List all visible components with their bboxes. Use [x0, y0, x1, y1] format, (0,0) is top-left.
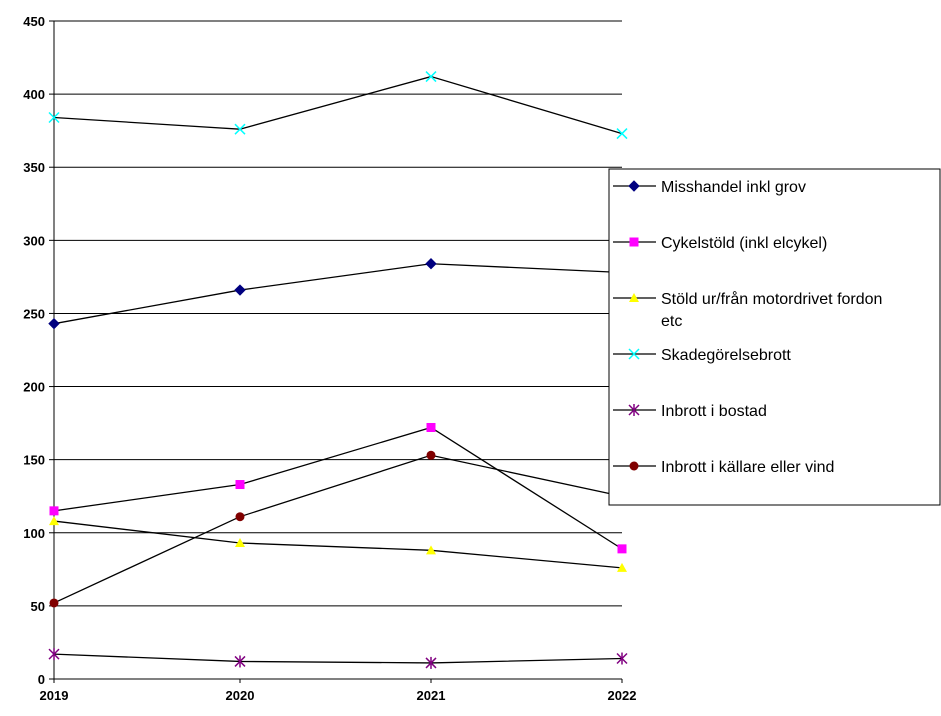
data-point — [48, 317, 60, 330]
data-point — [425, 71, 437, 83]
series-markers — [48, 71, 628, 669]
y-tick-label: 150 — [23, 453, 45, 468]
data-point — [617, 544, 627, 554]
data-point — [426, 422, 436, 432]
y-tick-label: 350 — [23, 160, 45, 175]
series-line — [53, 263, 623, 325]
legend-marker — [629, 293, 639, 302]
x-tick-label: 2021 — [417, 688, 446, 703]
data-point — [616, 652, 628, 665]
series-line — [53, 454, 623, 604]
data-point — [49, 516, 59, 526]
legend-item: Cykelstöld (inkl elcykel) — [613, 235, 827, 252]
data-point — [425, 258, 437, 270]
legend-marker — [629, 461, 639, 471]
series-lines — [53, 75, 623, 664]
data-point — [425, 656, 437, 669]
y-tick-label: 200 — [23, 380, 45, 395]
data-point — [48, 111, 60, 124]
data-point — [49, 598, 59, 608]
legend-label: Inbrott i källare eller vind — [661, 459, 834, 476]
y-tick-label: 100 — [23, 526, 45, 541]
data-point — [49, 506, 59, 516]
x-tick-label: 2020 — [226, 688, 255, 703]
legend-marker — [628, 404, 640, 416]
y-tick-label: 300 — [23, 233, 45, 248]
series-line — [53, 653, 623, 664]
legend-label-line: etc — [661, 313, 682, 330]
data-point — [234, 284, 246, 296]
data-point — [234, 123, 246, 135]
legend-label: Skadegörelsebrott — [661, 347, 791, 364]
y-tick-label: 0 — [38, 672, 45, 687]
data-point — [234, 655, 246, 668]
x-axis-ticks: 2019 2020 2021 2022 — [40, 679, 637, 703]
legend-label-line: Stöld ur/från motordrivet fordon — [661, 290, 882, 308]
gridlines — [54, 20, 622, 680]
legend-item: Skadegörelsebrott — [613, 347, 791, 364]
legend-label: Stöld ur/från motordrivet fordon etc — [661, 290, 882, 330]
series-line — [53, 520, 623, 569]
legend: Misshandel inkl grov Cykelstöld (inkl elc… — [608, 168, 941, 506]
data-point — [426, 450, 436, 460]
x-tick-label: 2019 — [40, 688, 69, 703]
y-tick-label: 450 — [23, 14, 45, 29]
data-point — [426, 545, 436, 555]
data-point — [48, 648, 60, 661]
legend-marker — [629, 237, 639, 247]
legend-marker — [628, 180, 640, 192]
series-line — [53, 75, 623, 135]
legend-label: Cykelstöld (inkl elcykel) — [661, 235, 827, 252]
data-point — [235, 538, 245, 548]
legend-label: Misshandel inkl grov — [661, 179, 806, 196]
legend-marker — [628, 348, 640, 360]
legend-item: Inbrott i bostad — [613, 403, 767, 420]
y-tick-label: 50 — [31, 599, 45, 614]
legend-item: Inbrott i källare eller vind — [613, 459, 834, 476]
legend-box — [608, 168, 941, 506]
x-tick-label: 2022 — [608, 688, 637, 703]
data-point — [616, 128, 628, 140]
legend-item: Misshandel inkl grov — [613, 179, 806, 196]
series-line — [53, 426, 623, 550]
data-point — [617, 562, 627, 572]
y-axis-ticks: 0 50 100 150 200 250 300 350 400 450 — [23, 14, 54, 687]
legend-label: Inbrott i bostad — [661, 403, 767, 420]
y-tick-label: 400 — [23, 87, 45, 102]
data-point — [235, 480, 245, 490]
data-point — [235, 512, 245, 522]
legend-item: Stöld ur/från motordrivet fordon etc — [613, 290, 882, 330]
y-tick-label: 250 — [23, 306, 45, 321]
